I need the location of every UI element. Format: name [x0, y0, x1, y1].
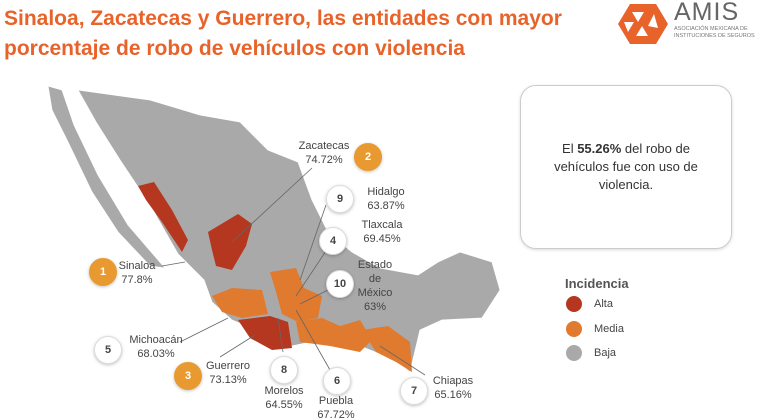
state-value: 67.72%	[317, 409, 355, 419]
state-name: Sinaloa	[118, 260, 156, 272]
legend-item-alta: Alta	[566, 296, 613, 312]
state-name: Michoacán	[129, 334, 183, 346]
state-label-sinaloa: Sinaloa 77.8%	[112, 259, 162, 287]
state-name: Zacatecas	[298, 140, 350, 152]
state-value: 69.45%	[363, 233, 401, 245]
rank-badge: 6	[323, 367, 351, 395]
mainland-mexico-region	[77, 89, 501, 373]
state-name: Hidalgo	[367, 186, 405, 198]
rank-badge: 10	[326, 270, 354, 298]
callout-prefix: El	[562, 141, 578, 156]
state-label-morelos: Morelos 64.55%	[256, 384, 312, 412]
rank-badge: 3	[174, 362, 202, 390]
state-label-zacatecas: Zacatecas 74.72%	[295, 139, 353, 167]
state-sinaloa	[138, 182, 188, 252]
legend-item-baja: Baja	[566, 345, 616, 361]
logo-subtitle: ASOCIACIÓN MEXICANA DE INSTITUCIONES DE …	[674, 26, 755, 39]
state-value: 65.16%	[434, 389, 472, 401]
callout-highlight: 55.26%	[577, 141, 622, 156]
state-label-estado-de-mexico: Estado de México 63%	[353, 258, 397, 314]
rank-badge: 9	[326, 185, 354, 213]
state-label-hidalgo: Hidalgo 63.87%	[358, 185, 414, 213]
rank-badge: 8	[270, 356, 298, 384]
legend-label: Alta	[594, 297, 613, 310]
rank-badge: 2	[354, 143, 382, 171]
state-label-chiapas: Chiapas 65.16%	[428, 374, 478, 402]
legend-label: Media	[594, 322, 624, 335]
state-name: Puebla	[318, 395, 354, 407]
state-name: Guerrero	[205, 360, 251, 372]
page-title: Sinaloa, Zacatecas y Guerrero, las entid…	[4, 7, 562, 60]
state-chiapas	[362, 326, 412, 372]
state-michoacan	[212, 288, 268, 318]
swatch-icon	[566, 345, 582, 361]
amis-hexagon-icon	[618, 4, 668, 44]
state-zacatecas	[208, 214, 252, 270]
callout-suffix: del robo de vehículos fue con uso de vio…	[554, 141, 698, 192]
swatch-icon	[566, 321, 582, 337]
leader-lines	[161, 167, 426, 376]
state-label-puebla: Puebla 67.72%	[308, 394, 364, 419]
amis-logo: AMIS ASOCIACIÓN MEXICANA DE INSTITUCIONE…	[618, 0, 768, 44]
state-value: 77.8%	[121, 274, 153, 286]
state-value: 68.03%	[137, 348, 175, 360]
baja-california-region	[47, 85, 166, 269]
state-value: 73.13%	[209, 374, 247, 386]
rank-badge: 1	[89, 258, 117, 286]
state-value: 63.87%	[367, 200, 405, 212]
logo-name: AMIS	[674, 0, 740, 26]
state-name: Tlaxcala	[361, 219, 403, 231]
legend-title: Incidencia	[565, 276, 629, 291]
rank-badge: 4	[319, 227, 347, 255]
state-label-michoacan: Michoacán 68.03%	[124, 333, 188, 361]
state-label-tlaxcala: Tlaxcala 69.45%	[354, 218, 410, 246]
legend-item-media: Media	[566, 321, 624, 337]
state-guerrero	[238, 316, 292, 350]
swatch-icon	[566, 296, 582, 312]
state-label-guerrero: Guerrero 73.13%	[200, 359, 256, 387]
violence-percentage-callout: El 55.26% del robo de vehículos fue con …	[520, 85, 732, 249]
rank-badge: 5	[94, 336, 122, 364]
state-name: Chiapas	[432, 375, 474, 387]
state-hidalgo-edomex-tlaxcala-puebla-morelos	[270, 268, 322, 322]
state-value: 64.55%	[265, 399, 303, 411]
state-value: 74.72%	[305, 154, 343, 166]
state-name: Estado de México	[357, 259, 393, 299]
rank-badge: 7	[400, 377, 428, 405]
legend-label: Baja	[594, 346, 617, 359]
state-value: 63%	[363, 301, 387, 313]
state-name: Morelos	[264, 385, 304, 397]
